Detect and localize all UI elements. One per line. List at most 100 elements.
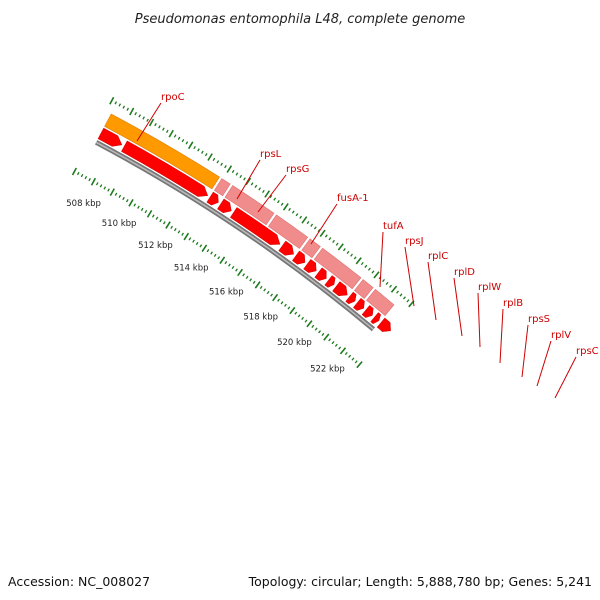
outer-ruler-tick (197, 148, 200, 152)
outer-ruler-tick (187, 141, 194, 150)
outer-ruler-tick (367, 267, 371, 271)
outer-ruler-tick (389, 284, 392, 288)
ruler-tick (328, 338, 332, 342)
outer-ruler-tick (335, 242, 339, 246)
cds-arrow-fusa (229, 207, 281, 245)
ruler-tick (280, 301, 284, 305)
ruler-tick (249, 278, 253, 282)
outer-ruler-tick (173, 134, 177, 138)
ruler-tick (354, 360, 358, 364)
outer-ruler-tick (301, 216, 308, 224)
outer-ruler-tick (185, 141, 189, 145)
gene-leader-line (310, 203, 338, 245)
outer-ruler-tick (299, 215, 303, 219)
outer-ruler-tick (138, 114, 141, 118)
ruler-tick (133, 203, 137, 207)
gene-leader-line (521, 324, 529, 378)
ruler-tick (177, 230, 181, 234)
gene-label-rpss: rpsS (528, 314, 550, 325)
ruler-tick (263, 288, 267, 292)
cds-arrow-rpsc (361, 305, 374, 318)
ruler-tick (301, 316, 305, 321)
gene-label-tufa: tufA (383, 221, 404, 232)
outer-ruler-tick (126, 107, 130, 111)
outer-ruler-tick (118, 103, 122, 107)
ruler-tick (287, 306, 291, 310)
outer-ruler-tick (269, 194, 273, 199)
gene-leader-line (379, 231, 384, 288)
outer-ruler-tick (313, 226, 317, 230)
outer-ruler-tick (245, 177, 252, 186)
cds-arrow-rplb (332, 281, 348, 297)
ruler-tick (259, 285, 263, 290)
kbp-tick-label: 514 kbp (174, 264, 209, 274)
outer-ruler-tick (258, 187, 262, 191)
ruler-tick (201, 244, 208, 253)
ruler-tick (99, 184, 103, 188)
outer-ruler-tick (385, 281, 389, 285)
outer-ruler-tick (273, 197, 277, 201)
ruler-tick (159, 218, 162, 223)
gene-leader-line (477, 292, 481, 348)
outer-ruler-tick (364, 264, 368, 268)
ruler-tick (206, 249, 210, 253)
ruler-tick (321, 332, 325, 337)
backbone-highlight (95, 141, 374, 330)
kbp-tick-label: 512 kbp (138, 241, 173, 251)
topology-summary: Topology: circular; Length: 5,888,780 bp… (248, 574, 592, 589)
gene-leader-line (554, 356, 577, 399)
gene-label-fusa-1: fusA-1 (337, 193, 369, 204)
outer-ruler-tick (277, 200, 280, 204)
ruler-tick (128, 199, 134, 207)
cds-arrow-rpoc (121, 140, 209, 197)
map-title: Pseudomonas entomophila L48, complete ge… (135, 12, 466, 27)
ruler-tick (294, 311, 298, 315)
ruler-tick (272, 293, 279, 302)
outer-ruler-tick (134, 112, 137, 116)
gene-leader-line (257, 174, 287, 213)
cds-arrow-rpsl (206, 191, 219, 206)
outer-ruler-tick (264, 190, 271, 198)
ruler-tick (314, 327, 318, 331)
inner-cds-ring (97, 127, 391, 332)
outer-ruler-tick (154, 123, 157, 127)
gene-label-rpsj: rpsJ (405, 236, 424, 247)
ruler-tick (297, 314, 301, 318)
outer-ruler-tick (165, 129, 169, 134)
outer-ruler-tick (342, 248, 346, 252)
outer-ruler-tick (122, 105, 126, 109)
ruler-tick (304, 319, 308, 323)
outer-ruler-tick (355, 257, 362, 265)
ruler-tick (252, 280, 256, 284)
gene-label-rplv: rplV (551, 330, 571, 341)
ruler-tick (339, 347, 347, 355)
outer-ruler-tick (291, 210, 295, 214)
ruler-tick (76, 171, 80, 176)
rpsg-fusa-gene-block (224, 185, 275, 226)
ruler-tick (122, 196, 125, 201)
ruler-tick (338, 346, 342, 350)
outer-ruler-tick (250, 182, 254, 186)
ruler-tick (155, 216, 159, 220)
outer-ruler-tick (212, 157, 216, 162)
ruler-tick (103, 186, 107, 190)
ruler-tick (289, 306, 296, 315)
cds-arrow-rplw (324, 275, 336, 288)
outer-ruler-tick (224, 165, 227, 169)
outer-ruler-tick (181, 138, 185, 143)
outer-ruler-tick (399, 293, 403, 297)
rpss-gene-block (354, 279, 374, 299)
ruler-tick (245, 275, 249, 279)
gene-leader-line (453, 277, 463, 337)
kbp-tick-label: 520 kbp (277, 338, 312, 348)
outer-gene-ring (104, 113, 395, 316)
ruler-tick (165, 221, 171, 229)
ruler-tick (71, 167, 78, 176)
outer-ruler-tick (231, 169, 235, 174)
ruler-tick (306, 320, 313, 328)
outer-ruler-tick (207, 153, 213, 161)
ruler-tick (162, 221, 166, 225)
cds-arrow-rpld (314, 267, 327, 281)
ruler-tick (254, 281, 261, 289)
cds-arrow-rpsg (217, 198, 232, 214)
